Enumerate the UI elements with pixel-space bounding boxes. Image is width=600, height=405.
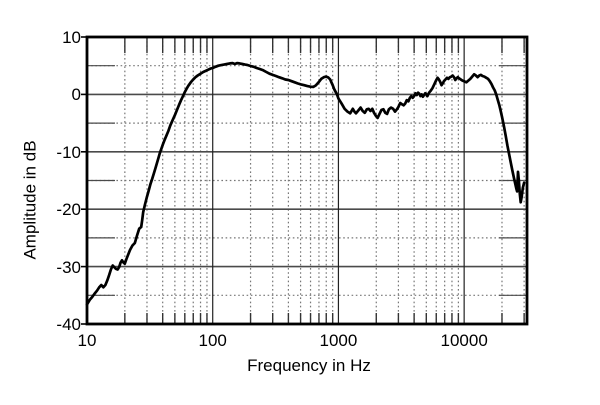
- x-tick-label: 100: [198, 331, 227, 350]
- y-tick-label: 0: [71, 85, 81, 105]
- frequency-response-curve: [85, 61, 526, 306]
- y-tick-label: -30: [56, 257, 81, 277]
- x-tick-label: 10000: [440, 331, 488, 350]
- y-tick-label: -10: [56, 142, 81, 162]
- y-tick-label: -40: [56, 315, 81, 334]
- y-tick-label: 10: [62, 28, 81, 47]
- y-tick-label: -20: [56, 200, 81, 220]
- x-tick-label: 10: [77, 331, 97, 350]
- x-axis-title: Frequency in Hz: [247, 356, 371, 375]
- x-tick-label: 1000: [319, 331, 358, 350]
- plot-frame: [85, 35, 529, 326]
